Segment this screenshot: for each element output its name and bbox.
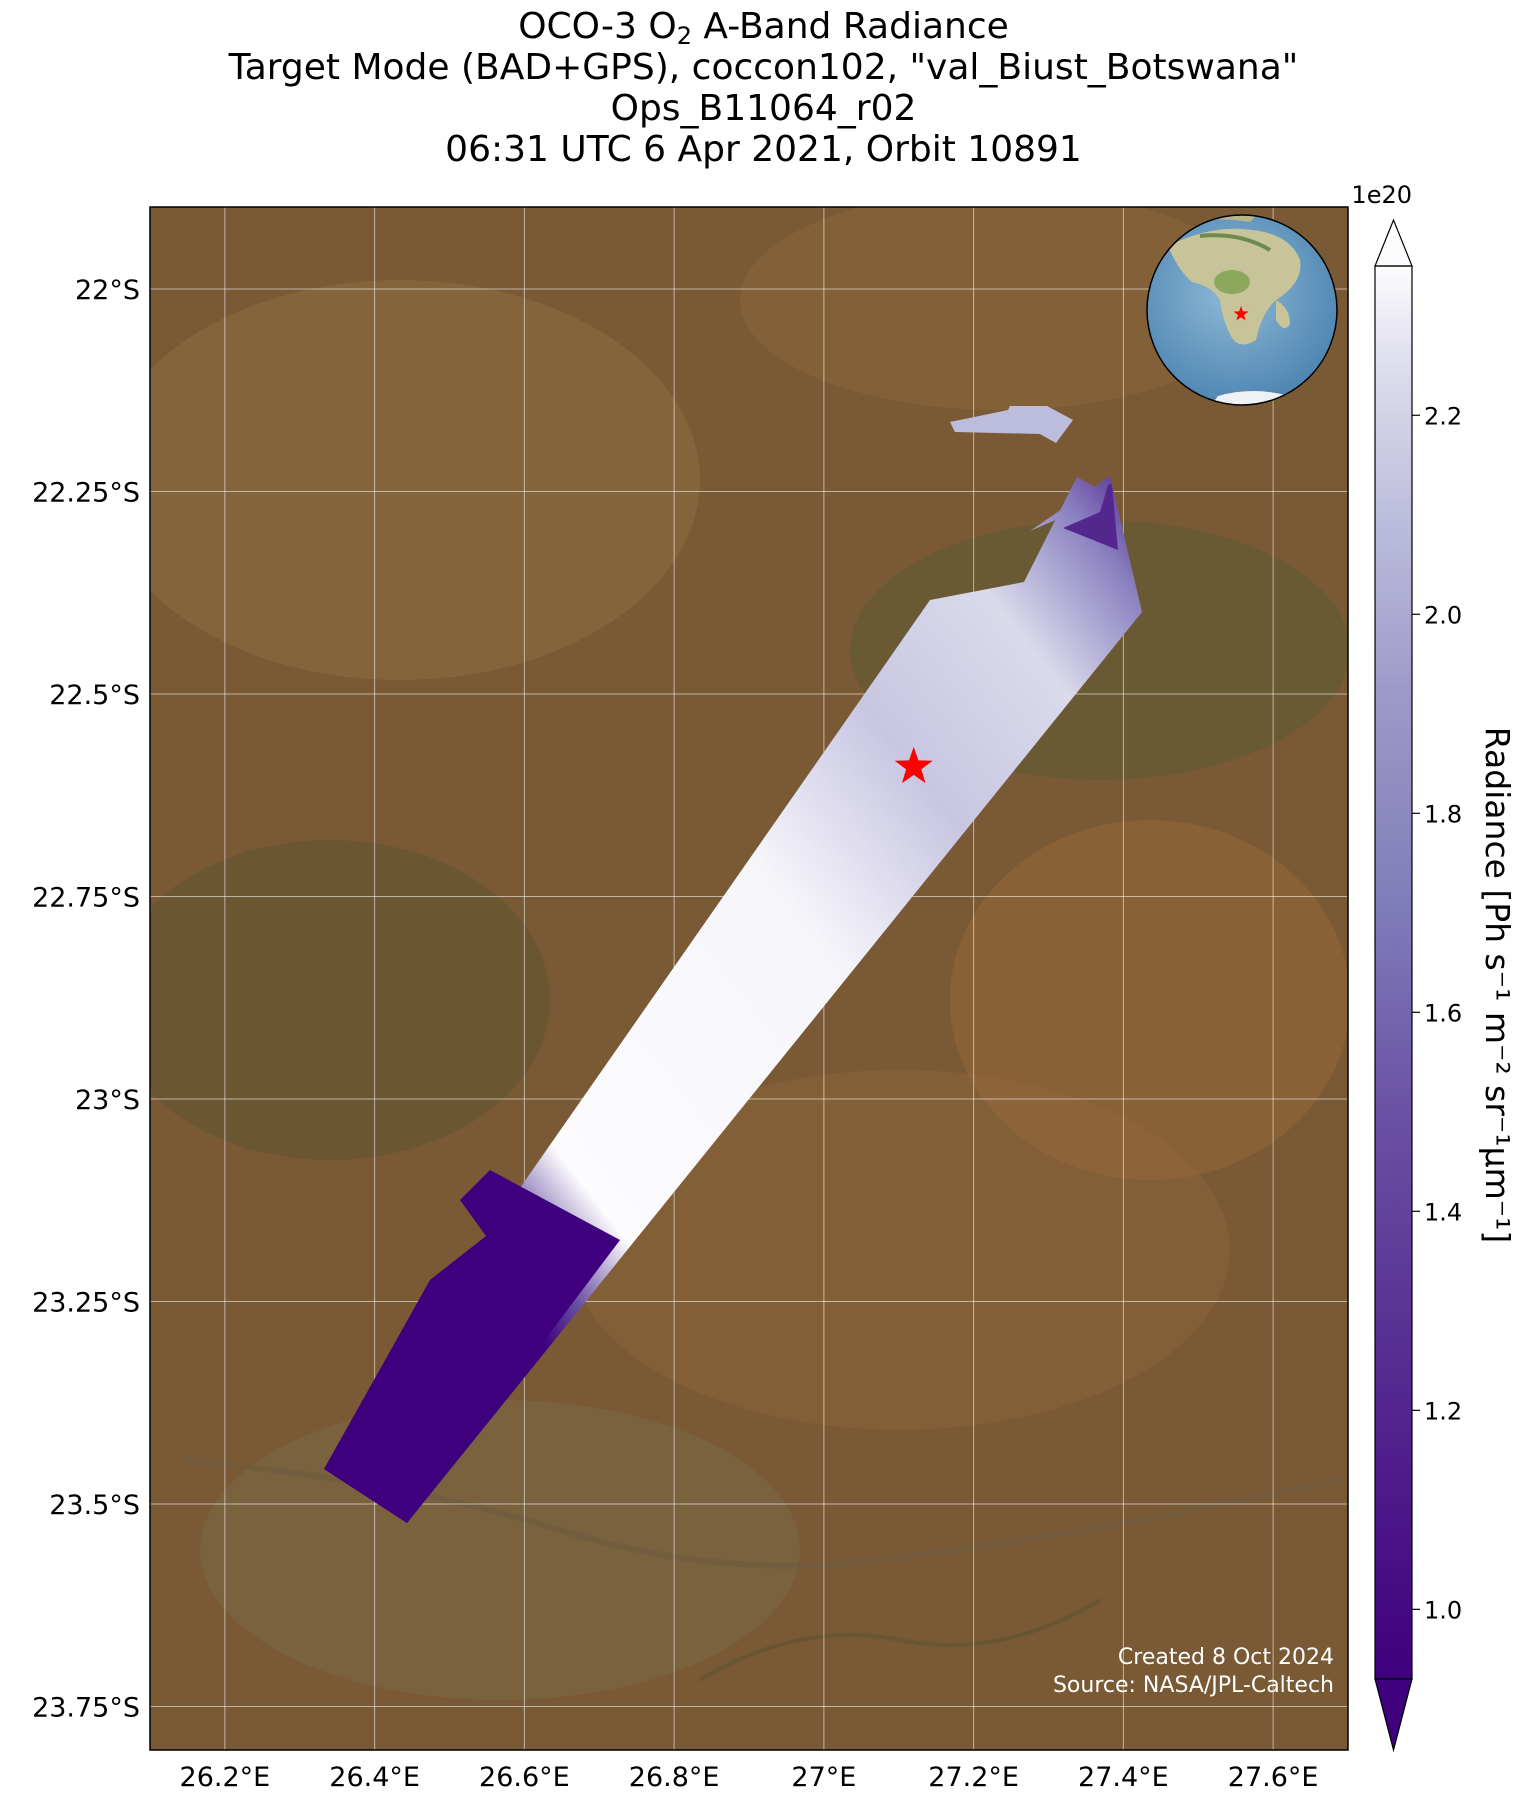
- lat-tick-label: 22.25°S: [32, 478, 140, 509]
- lon-tick-label: 27.4°E: [1078, 1762, 1169, 1793]
- globe-inset: [1146, 214, 1338, 406]
- title-line-3: Ops_B11064_r02: [610, 88, 917, 129]
- map-frame: [149, 206, 1349, 1751]
- lon-tick-label: 26.8°E: [629, 1762, 720, 1793]
- target-star-marker: [894, 746, 933, 784]
- colorbar-tick-label: 2.2: [1424, 402, 1462, 430]
- globe-star-marker: [1233, 306, 1249, 321]
- swath-lower-segment: [324, 1170, 620, 1523]
- colorbar-tick-label: 1.4: [1424, 1198, 1462, 1226]
- colorbar-tick-label: 1.6: [1424, 999, 1462, 1027]
- lon-tick-label: 26.4°E: [329, 1762, 420, 1793]
- colorbar-label: Radiance [Ph s⁻¹ m⁻² sr⁻¹μm⁻¹]: [1478, 727, 1517, 1243]
- colorbar-extend-max: [1374, 218, 1413, 267]
- chart-title: OCO-3 O2 A-Band Radiance Target Mode (BA…: [0, 6, 1527, 170]
- title-line-4: 06:31 UTC 6 Apr 2021, Orbit 10891: [445, 129, 1082, 170]
- colorbar: 1.0 1.2 1.4 1.6 1.8 2.0 2.2 1e20 Radiance [Ph …: [1351, 181, 1517, 1753]
- colorbar-tick-label: 1.0: [1424, 1596, 1462, 1624]
- lat-tick-label: 23°S: [75, 1085, 140, 1116]
- lon-tick-label: 26.2°E: [180, 1762, 271, 1793]
- lat-tick-label: 22.75°S: [32, 883, 140, 914]
- lon-tick-labels: 26.2°E 26.4°E 26.6°E 26.8°E 27°E 27.2°E 27.4°E…: [180, 1762, 1319, 1793]
- colorbar-tick-label: 2.0: [1424, 601, 1462, 629]
- title-line-1: OCO-3 O2 A-Band Radiance: [518, 6, 1009, 50]
- colorbar-tick-label: 1.2: [1424, 1397, 1462, 1425]
- colorbar-tick-label: 1.8: [1424, 800, 1462, 828]
- colorbar-multiplier: 1e20: [1351, 181, 1412, 209]
- lat-tick-label: 22°S: [75, 275, 140, 306]
- lon-tick-label: 27°E: [791, 1762, 856, 1793]
- swath-fragment: [950, 406, 1073, 443]
- lat-tick-label: 23.75°S: [32, 1693, 140, 1724]
- lat-tick-label: 23.5°S: [49, 1490, 140, 1521]
- lon-tick-label: 27.2°E: [928, 1762, 1019, 1793]
- source-credit: Source: NASA/JPL-Caltech: [1053, 1673, 1334, 1698]
- title-line-2: Target Mode (BAD+GPS), coccon102, "val_B…: [228, 47, 1299, 88]
- lat-tick-label: 23.25°S: [32, 1288, 140, 1319]
- lon-tick-label: 26.6°E: [479, 1762, 570, 1793]
- created-credit: Created 8 Oct 2024: [1118, 1645, 1334, 1670]
- lat-tick-labels: 22°S 22.25°S 22.5°S 22.75°S 23°S 23.25°S 23.5°…: [32, 275, 140, 1724]
- swath-northern-tip: [1063, 484, 1118, 550]
- swath: [324, 406, 1142, 1523]
- lon-tick-label: 27.6°E: [1228, 1762, 1319, 1793]
- lat-tick-label: 22.5°S: [49, 680, 140, 711]
- colorbar-extend-min: [1374, 1678, 1413, 1753]
